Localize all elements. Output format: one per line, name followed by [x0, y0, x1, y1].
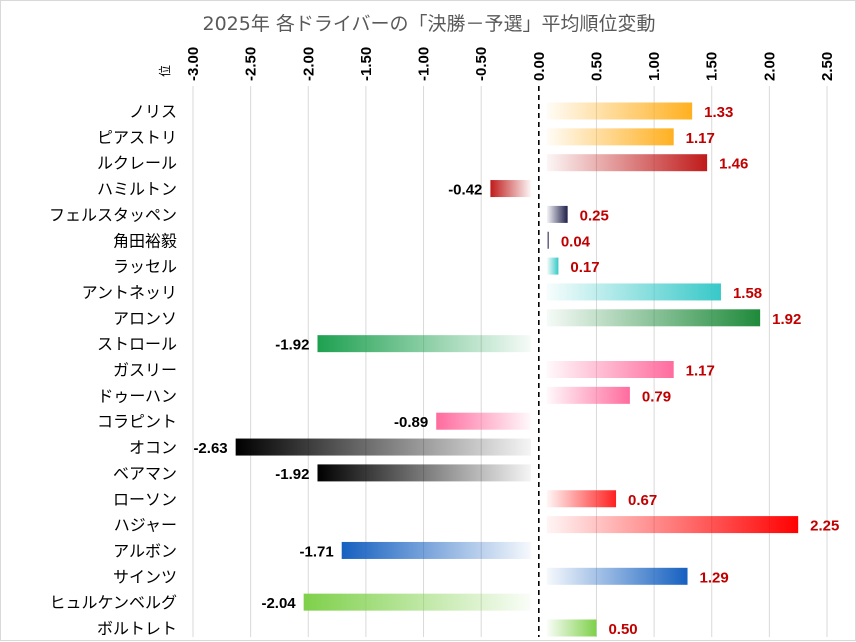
category-label: 角田裕毅 — [113, 231, 177, 250]
data-label: 0.79 — [642, 388, 671, 405]
category-label: ベアマン — [113, 464, 177, 483]
bar — [546, 361, 674, 378]
data-label: 0.67 — [628, 492, 657, 509]
data-label: -2.63 — [193, 440, 227, 457]
category-label: コラピント — [97, 412, 177, 431]
x-tick-label: 0.50 — [588, 52, 605, 81]
data-label: -0.89 — [394, 414, 428, 431]
category-label: アントネッリ — [82, 283, 177, 302]
bar — [546, 205, 568, 223]
bar — [546, 128, 674, 146]
data-label: 1.17 — [686, 363, 715, 380]
bar — [317, 335, 531, 353]
x-tick-label: 1.00 — [646, 52, 663, 81]
bar — [546, 309, 761, 327]
data-label: 1.33 — [704, 104, 733, 121]
data-label: -1.92 — [275, 337, 309, 354]
category-label: ピアストリ — [97, 128, 177, 147]
x-axis-ticks: -3.00 -2.50 -2.00 -1.50 -1.00 -0.50 0.00 0.50 1.… — [157, 47, 836, 81]
x-tick-label: 2.00 — [761, 52, 778, 81]
bar — [546, 386, 630, 404]
x-tick-label: 0.00 — [531, 52, 548, 81]
value-labels: 1.331.171.46-0.420.250.040.171.581.92-1.… — [193, 104, 839, 638]
bar — [546, 516, 799, 534]
x-tick-label: 1.50 — [704, 52, 721, 81]
category-label: ハジャー — [114, 516, 177, 535]
data-label: -2.04 — [261, 595, 296, 612]
x-tick-label: -2.00 — [300, 47, 317, 81]
category-label: ドゥーハン — [97, 386, 177, 405]
x-tick-label: -1.50 — [358, 47, 375, 81]
category-label: サインツ — [113, 567, 177, 586]
category-label: ローソン — [113, 490, 177, 509]
bar — [546, 154, 708, 172]
x-tick-label: -0.50 — [473, 47, 490, 81]
data-label: 0.04 — [561, 233, 591, 250]
category-label: ハミルトン — [97, 180, 177, 199]
data-label: -1.71 — [299, 543, 333, 560]
bar — [490, 180, 531, 198]
bar — [546, 490, 617, 508]
category-label: ルクレール — [97, 154, 177, 173]
bar — [546, 102, 693, 120]
data-label: -1.92 — [275, 466, 309, 483]
x-tick-label: -1.00 — [416, 47, 433, 81]
category-label: アルボン — [113, 541, 177, 560]
category-label: ボルトレト — [97, 619, 177, 638]
category-label: ラッセル — [113, 257, 177, 276]
axis-unit-label: 位 — [157, 65, 172, 77]
bars — [235, 102, 799, 637]
x-tick-label: -3.00 — [185, 47, 202, 81]
bar — [546, 283, 721, 301]
bar — [303, 593, 531, 611]
category-label: ストロール — [97, 335, 177, 354]
category-label: ヒュルケンベルグ — [49, 593, 177, 612]
category-label: ノリス — [129, 102, 177, 121]
bar — [546, 567, 688, 585]
bar — [546, 619, 597, 637]
bar — [546, 257, 559, 275]
bar — [235, 438, 531, 456]
category-label: ガスリー — [113, 361, 177, 380]
data-label: 0.25 — [580, 207, 609, 224]
data-label: 1.29 — [700, 569, 729, 586]
category-labels: ノリスピアストリルクレールハミルトンフェルスタッペン角田裕毅ラッセルアントネッリ… — [49, 102, 177, 638]
data-label: 0.17 — [570, 259, 599, 276]
bar — [341, 541, 531, 559]
data-label: 1.92 — [772, 311, 801, 328]
category-label: アロンソ — [113, 309, 177, 328]
category-label: オコン — [129, 438, 177, 457]
x-tick-label: 2.50 — [819, 52, 836, 81]
x-tick-label: -2.50 — [243, 47, 260, 81]
data-label: 1.58 — [733, 285, 762, 302]
data-label: -0.42 — [448, 182, 482, 199]
bar — [546, 231, 549, 249]
bar — [317, 464, 531, 482]
chart-title: 2025年 各ドライバーの「決勝－予選」平均順位変動 — [202, 13, 656, 35]
bar — [436, 412, 531, 430]
data-label: 2.25 — [810, 518, 839, 535]
data-label: 0.50 — [608, 621, 637, 638]
category-label: フェルスタッペン — [49, 205, 177, 224]
data-label: 1.46 — [719, 156, 748, 173]
data-label: 1.17 — [686, 130, 715, 147]
